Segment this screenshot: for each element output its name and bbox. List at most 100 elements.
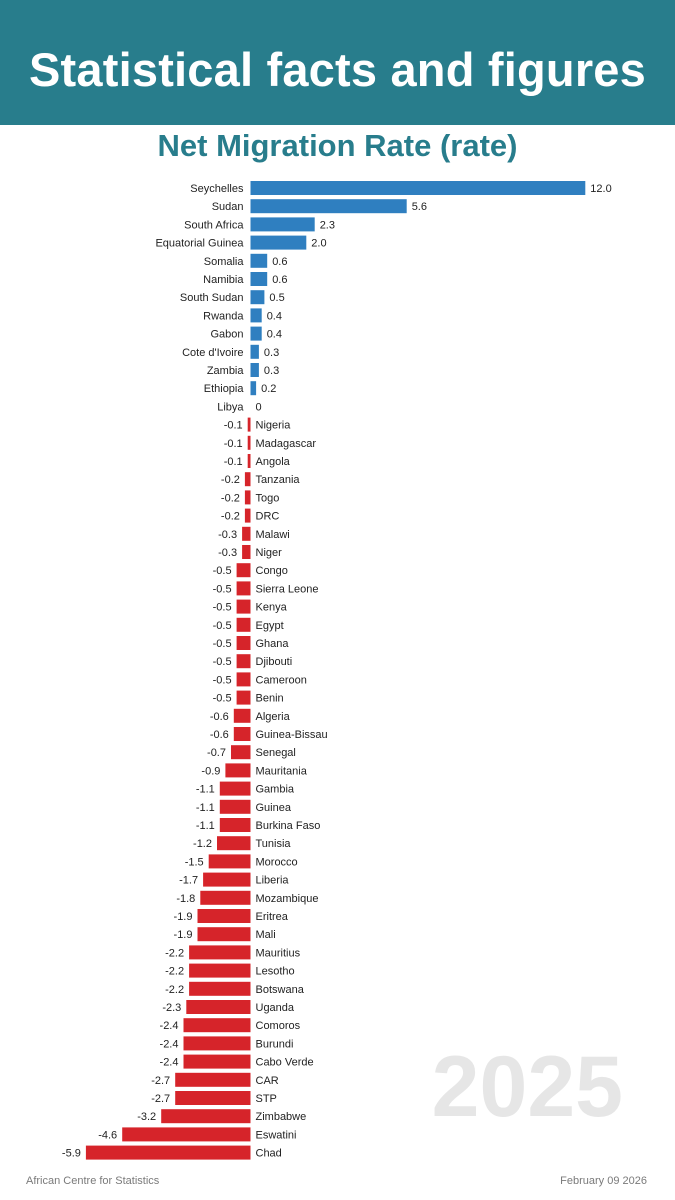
value-label: -2.2 <box>165 966 184 978</box>
category-label: Namibia <box>203 274 244 286</box>
value-label: -0.6 <box>210 729 229 741</box>
value-label: -0.2 <box>221 492 240 504</box>
bar-congo <box>236 563 251 578</box>
bar-drc <box>244 508 251 523</box>
category-label: Tunisia <box>256 838 292 850</box>
value-label: -3.2 <box>137 1111 156 1123</box>
value-label: -0.1 <box>224 438 243 450</box>
category-label: Lesotho <box>256 966 295 978</box>
value-label: -0.1 <box>224 456 243 468</box>
category-label: Togo <box>256 492 280 504</box>
value-label: 0.6 <box>272 256 287 268</box>
value-label: -4.6 <box>98 1129 117 1141</box>
bar-stp <box>175 1091 251 1105</box>
bar-togo <box>244 490 251 505</box>
category-label: Comoros <box>256 1020 301 1032</box>
category-label: DRC <box>256 511 280 523</box>
category-label: Sierra Leone <box>256 583 319 595</box>
bar-egypt <box>236 617 251 632</box>
category-label: Ghana <box>256 638 290 650</box>
category-label: Gabon <box>210 329 243 341</box>
value-label: -0.5 <box>213 602 232 614</box>
bar-guinea <box>219 799 251 814</box>
bar-mali <box>197 927 251 942</box>
category-label: Seychelles <box>190 183 244 195</box>
value-label: -0.5 <box>213 656 232 668</box>
year-watermark: 2025 <box>431 1039 623 1135</box>
bar-cabo-verde <box>183 1054 251 1069</box>
bar-ghana <box>236 636 251 650</box>
bar-ethiopia <box>250 381 257 396</box>
bar-benin <box>236 690 251 705</box>
header-banner: Statistical facts and figures <box>0 0 675 125</box>
category-label: Angola <box>256 456 291 468</box>
bar-zimbabwe <box>161 1109 251 1124</box>
category-label: Mali <box>256 929 276 941</box>
value-label: 0.3 <box>264 365 279 377</box>
value-label: -0.6 <box>210 711 229 723</box>
bar-senegal <box>231 745 251 760</box>
category-label: Cameroon <box>256 674 307 686</box>
chart-title: Net Migration Rate (rate) <box>157 128 518 163</box>
value-label: -1.1 <box>196 820 215 832</box>
value-label: -1.1 <box>196 802 215 814</box>
category-label: Cote d'Ivoire <box>182 347 243 359</box>
bar-djibouti <box>236 654 251 669</box>
category-label: Burkina Faso <box>256 820 321 832</box>
bar-tunisia <box>217 836 251 851</box>
category-label: Mauritania <box>256 765 308 777</box>
value-label: -0.3 <box>218 547 237 559</box>
bar-chart: Seychelles 12.0 Sudan 5.6 South Africa 2.3 Equ… <box>62 181 612 1160</box>
category-label: Rwanda <box>203 310 244 322</box>
category-label: Mauritius <box>256 947 301 959</box>
bar-algeria <box>233 708 251 723</box>
bar-cameroon <box>236 672 251 687</box>
value-label: -0.5 <box>213 638 232 650</box>
category-label: South Africa <box>184 219 244 231</box>
bar-comoros <box>183 1018 251 1033</box>
bar-eritrea <box>197 909 251 923</box>
category-label: Burundi <box>256 1038 294 1050</box>
bar-zambia <box>250 363 259 377</box>
value-label: 2.0 <box>311 238 326 250</box>
bar-seychelles <box>250 181 586 195</box>
category-label: Niger <box>256 547 283 559</box>
value-label: -2.4 <box>160 1057 179 1069</box>
bar-south-africa <box>250 217 315 232</box>
category-label: Botswana <box>256 984 305 996</box>
category-label: Sudan <box>212 201 244 213</box>
value-label: -0.5 <box>213 565 232 577</box>
value-label: 0.6 <box>272 274 287 286</box>
bar-uganda <box>186 1000 251 1014</box>
bar-morocco <box>208 854 251 869</box>
category-label: Djibouti <box>256 656 293 668</box>
bar-liberia <box>203 872 251 887</box>
category-label: Zimbabwe <box>256 1111 307 1123</box>
value-label: -1.9 <box>174 911 193 923</box>
value-label: -0.9 <box>201 765 220 777</box>
footer-source: African Centre for Statistics <box>26 1175 160 1187</box>
category-label: Madagascar <box>256 438 317 450</box>
value-label: -0.2 <box>221 474 240 486</box>
value-label: 0.4 <box>267 329 282 341</box>
bar-botswana <box>189 981 251 996</box>
category-label: Somalia <box>204 256 245 268</box>
category-label: Benin <box>256 693 284 705</box>
value-label: -1.8 <box>176 893 195 905</box>
bar-malawi <box>242 526 251 541</box>
bar-guinea-bissau <box>233 727 251 741</box>
bar-gambia <box>219 781 251 796</box>
value-label: -1.2 <box>193 838 212 850</box>
bar-madagascar <box>247 435 251 450</box>
category-label: Cabo Verde <box>256 1057 314 1069</box>
bar-sudan <box>250 199 407 214</box>
value-label: -1.9 <box>174 929 193 941</box>
bar-south-sudan <box>250 290 265 305</box>
category-label: Equatorial Guinea <box>155 238 244 250</box>
value-label: -2.7 <box>151 1093 170 1105</box>
category-label: Guinea-Bissau <box>256 729 328 741</box>
bar-kenya <box>236 599 251 614</box>
bar-gabon <box>250 326 262 341</box>
value-label: 5.6 <box>412 201 427 213</box>
category-label: Malawi <box>256 529 290 541</box>
